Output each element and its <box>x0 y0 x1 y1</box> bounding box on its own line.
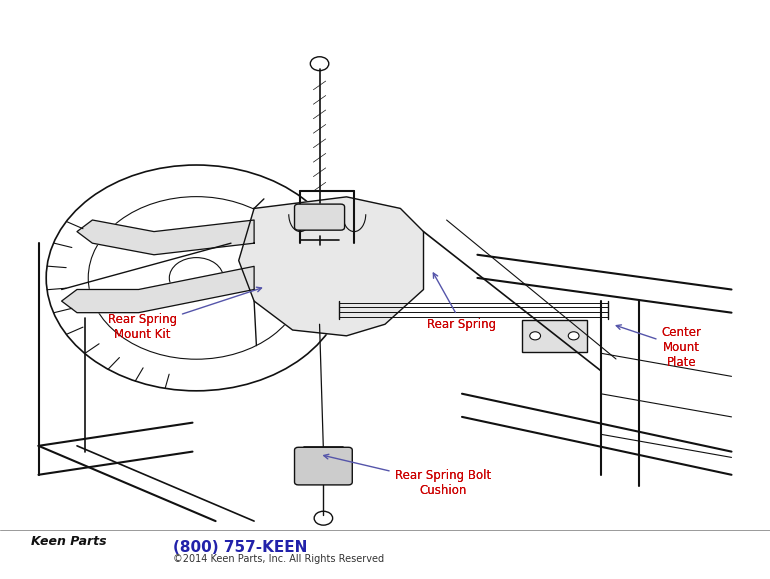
Text: Rear Spring Bolt
Cushion: Rear Spring Bolt Cushion <box>394 470 491 497</box>
Text: ©2014 Keen Parts, Inc. All Rights Reserved: ©2014 Keen Parts, Inc. All Rights Reserv… <box>173 554 384 564</box>
Text: Rear Spring Bolt
Cushion: Rear Spring Bolt Cushion <box>323 455 491 497</box>
Text: Rear Spring: Rear Spring <box>427 273 497 331</box>
Circle shape <box>310 57 329 71</box>
Text: (800) 757-KEEN: (800) 757-KEEN <box>173 540 308 555</box>
Text: Rear Spring
Mount Kit: Rear Spring Mount Kit <box>108 287 262 341</box>
Text: Rear Spring
Mount Kit: Rear Spring Mount Kit <box>108 313 177 341</box>
Circle shape <box>568 332 579 340</box>
FancyBboxPatch shape <box>294 204 345 230</box>
FancyBboxPatch shape <box>294 447 352 485</box>
Text: Rear Spring: Rear Spring <box>427 318 497 331</box>
Bar <box>522 320 587 352</box>
Text: Keen Parts: Keen Parts <box>31 535 106 548</box>
Polygon shape <box>62 266 254 313</box>
Polygon shape <box>239 197 424 336</box>
Circle shape <box>530 332 541 340</box>
Circle shape <box>314 511 333 525</box>
Polygon shape <box>77 220 254 255</box>
Text: Center
Mount
Plate: Center Mount Plate <box>616 325 701 369</box>
Text: Center
Mount
Plate: Center Mount Plate <box>661 326 701 369</box>
